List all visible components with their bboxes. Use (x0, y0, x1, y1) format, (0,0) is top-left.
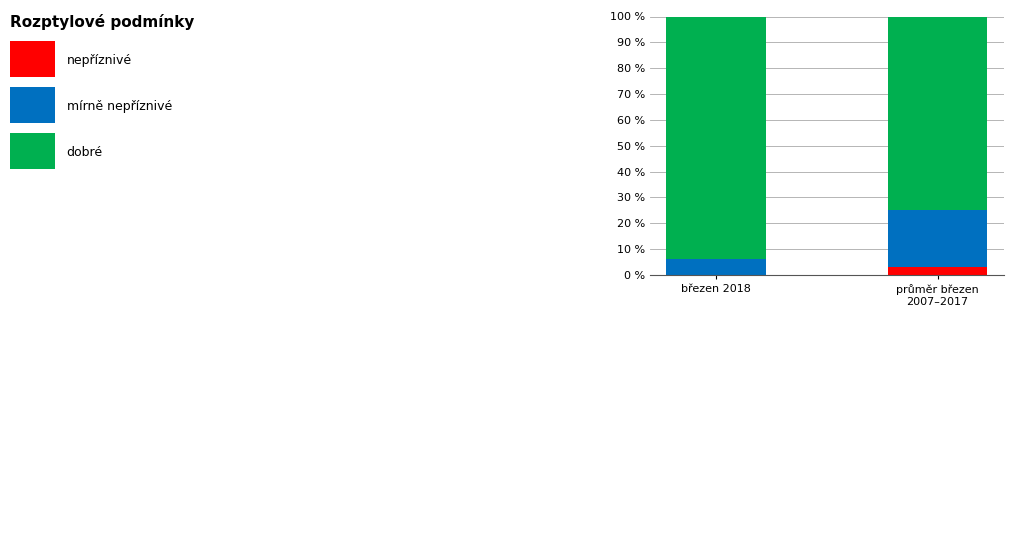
FancyBboxPatch shape (10, 87, 55, 123)
Bar (667, 260, 766, 275)
Text: nepříznivé: nepříznivé (67, 54, 132, 67)
Bar (888, 210, 987, 267)
Text: dobré: dobré (67, 146, 102, 160)
Text: mírně nepříznivé: mírně nepříznivé (67, 100, 172, 113)
Bar (888, 16, 987, 210)
Bar (667, 16, 766, 260)
Bar (888, 267, 987, 275)
FancyBboxPatch shape (10, 41, 55, 77)
Text: Rozptylové podmínky: Rozptylové podmínky (10, 14, 195, 30)
FancyBboxPatch shape (10, 133, 55, 169)
